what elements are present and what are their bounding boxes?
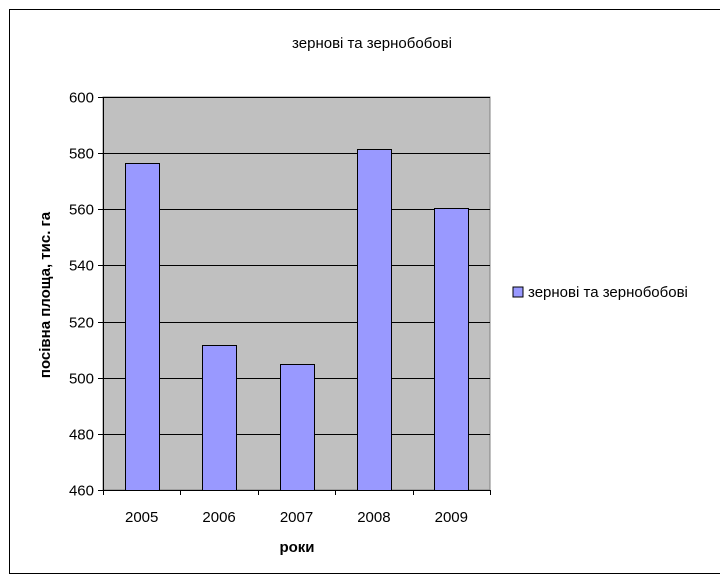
x-tick-label: 2007 (280, 509, 313, 526)
chart-title: зернові та зернобобові (292, 35, 452, 52)
y-tick-label: 540 (69, 258, 94, 275)
x-axis-title: роки (279, 539, 314, 556)
y-tick-labels: 460 480 500 520 540 560 580 600 (69, 90, 94, 500)
bar-2006 (202, 345, 237, 491)
y-tick-label: 600 (69, 90, 94, 107)
y-axis-title: посівна площа, тис. га (37, 211, 54, 378)
x-tick-label: 2005 (125, 509, 158, 526)
x-tick-label: 2006 (202, 509, 235, 526)
legend-label: зернові та зернобобові (528, 284, 688, 301)
legend: зернові та зернобобові (512, 284, 688, 301)
x-tick-label: 2008 (357, 509, 390, 526)
bar-2008 (357, 149, 392, 491)
bar-2005 (125, 163, 160, 491)
y-tick-label: 520 (69, 315, 94, 332)
y-tick-label: 480 (69, 427, 94, 444)
x-tick-labels: 2005 2006 2007 2008 2009 (125, 509, 468, 526)
y-tick-label: 580 (69, 146, 94, 163)
x-tick-label: 2009 (435, 509, 468, 526)
y-tick-label: 560 (69, 202, 94, 219)
y-tick-label: 500 (69, 371, 94, 388)
bar-2007 (280, 364, 315, 491)
axes (98, 97, 491, 495)
bar-2009 (434, 208, 469, 491)
y-tick-label: 460 (69, 483, 94, 500)
bars (125, 149, 469, 491)
legend-swatch (512, 286, 524, 298)
